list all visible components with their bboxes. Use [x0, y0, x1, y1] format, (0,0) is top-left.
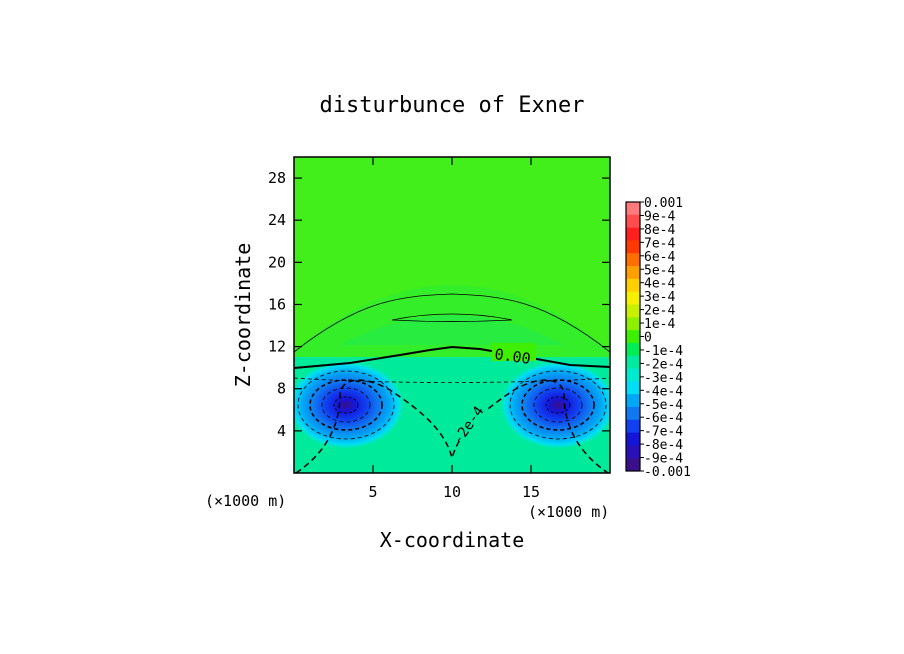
contour-negative-1: [294, 377, 610, 383]
contour-left-ring-3: [321, 387, 371, 423]
y-tick-label: 16: [268, 295, 286, 313]
colorbar-swatch: [626, 368, 640, 382]
colorbar-label: 0: [644, 331, 652, 346]
colorbar-label: 1e-4: [644, 317, 675, 332]
contour-left-ring-1: [297, 370, 395, 440]
colorbar-swatch: [626, 432, 640, 446]
y-tick-label: 4: [277, 422, 286, 440]
colorbar-swatch: [626, 406, 640, 421]
colorbar-label: 8e-4: [644, 223, 675, 238]
colorbar-swatch: [626, 227, 640, 241]
x-unit-right: (×1000 m): [528, 503, 609, 521]
colorbar-swatch: [626, 317, 640, 331]
chart-title: disturbunce of Exner: [320, 93, 585, 118]
colorbar-label: 7e-4: [644, 236, 675, 251]
colorbar-swatch: [626, 278, 640, 293]
colorbar-swatch: [626, 330, 640, 344]
y-axis-label: Z-coordinate: [231, 243, 255, 388]
colorbar-swatch: [626, 304, 640, 318]
colorbar-swatch: [626, 202, 640, 216]
contour-label-zero-bg: [492, 343, 536, 361]
contour-right-ring-2: [521, 379, 595, 431]
contour-negative-2: [295, 379, 609, 473]
colorbar-label: 9e-4: [644, 209, 675, 224]
x-axis-label: X-coordinate: [380, 528, 525, 552]
colorbar-swatch: [626, 355, 640, 370]
colorbar-label: -1e-4: [644, 344, 683, 359]
x-unit-left: (×1000 m): [205, 492, 286, 510]
contour-right-ring-1: [509, 370, 607, 440]
colorbar-label: -3e-4: [644, 371, 683, 386]
colorbar-swatch: [626, 381, 640, 395]
low-right-fill: [500, 361, 610, 449]
colorbar: 0.0019e-48e-47e-46e-45e-44e-43e-42e-41e-…: [625, 196, 691, 480]
low-left-fill: [294, 361, 404, 449]
colorbar-swatch: [626, 253, 640, 267]
colorbar-swatch: [626, 291, 640, 305]
colorbar-label: 3e-4: [644, 290, 675, 305]
colorbar-swatch: [626, 394, 640, 408]
colorbar-label: 2e-4: [644, 304, 675, 319]
colorbar-label: -0.001: [644, 465, 691, 480]
y-tick-label: 28: [268, 169, 286, 187]
contour-small-top: [391, 313, 513, 322]
x-tick-label: 10: [443, 483, 461, 501]
contour-field: 0.00 -2e-4: [294, 157, 610, 473]
y-tick-label: 12: [268, 338, 286, 356]
colorbar-swatch: [626, 419, 640, 434]
colorbar-label: 4e-4: [644, 277, 675, 292]
contour-right-ring-4: [545, 396, 571, 414]
colorbar-swatch: [626, 214, 640, 229]
contour-right-ring-3: [533, 387, 583, 423]
colorbar-label: -4e-4: [644, 384, 683, 399]
contour-positive-dome: [294, 293, 610, 353]
contour-left-ring-2: [309, 379, 383, 431]
x-axis-ticks: 5 10 15: [368, 157, 540, 501]
colorbar-label: -5e-4: [644, 398, 683, 413]
colorbar-label: 6e-4: [644, 250, 675, 265]
colorbar-swatch: [626, 240, 640, 254]
field-inner-dome: [340, 315, 564, 345]
colorbar-swatch: [626, 266, 640, 280]
colorbar-swatch: [626, 458, 640, 472]
y-tick-label: 24: [268, 211, 286, 229]
contour-zero: [294, 345, 610, 369]
colorbar-label: 0.001: [644, 196, 683, 211]
colorbar-label: -2e-4: [644, 357, 683, 372]
colorbar-swatch: [626, 445, 640, 459]
colorbar-swatch: [626, 342, 640, 357]
y-axis-ticks: 4 8 12 16 20 24 28: [268, 169, 610, 440]
contour-label-neg-bg: [458, 405, 494, 447]
contour-left-ring-4: [333, 396, 359, 414]
colorbar-label: -8e-4: [644, 438, 683, 453]
colorbar-label: -9e-4: [644, 452, 683, 467]
colorbar-label: -7e-4: [644, 425, 683, 440]
x-tick-label: 5: [368, 483, 377, 501]
colorbar-label: -6e-4: [644, 411, 683, 426]
colorbar-label: 5e-4: [644, 263, 675, 278]
x-tick-label: 15: [522, 483, 540, 501]
y-tick-label: 20: [268, 253, 286, 271]
contour-label-zero: 0.00: [493, 345, 531, 368]
y-tick-label: 8: [277, 380, 286, 398]
